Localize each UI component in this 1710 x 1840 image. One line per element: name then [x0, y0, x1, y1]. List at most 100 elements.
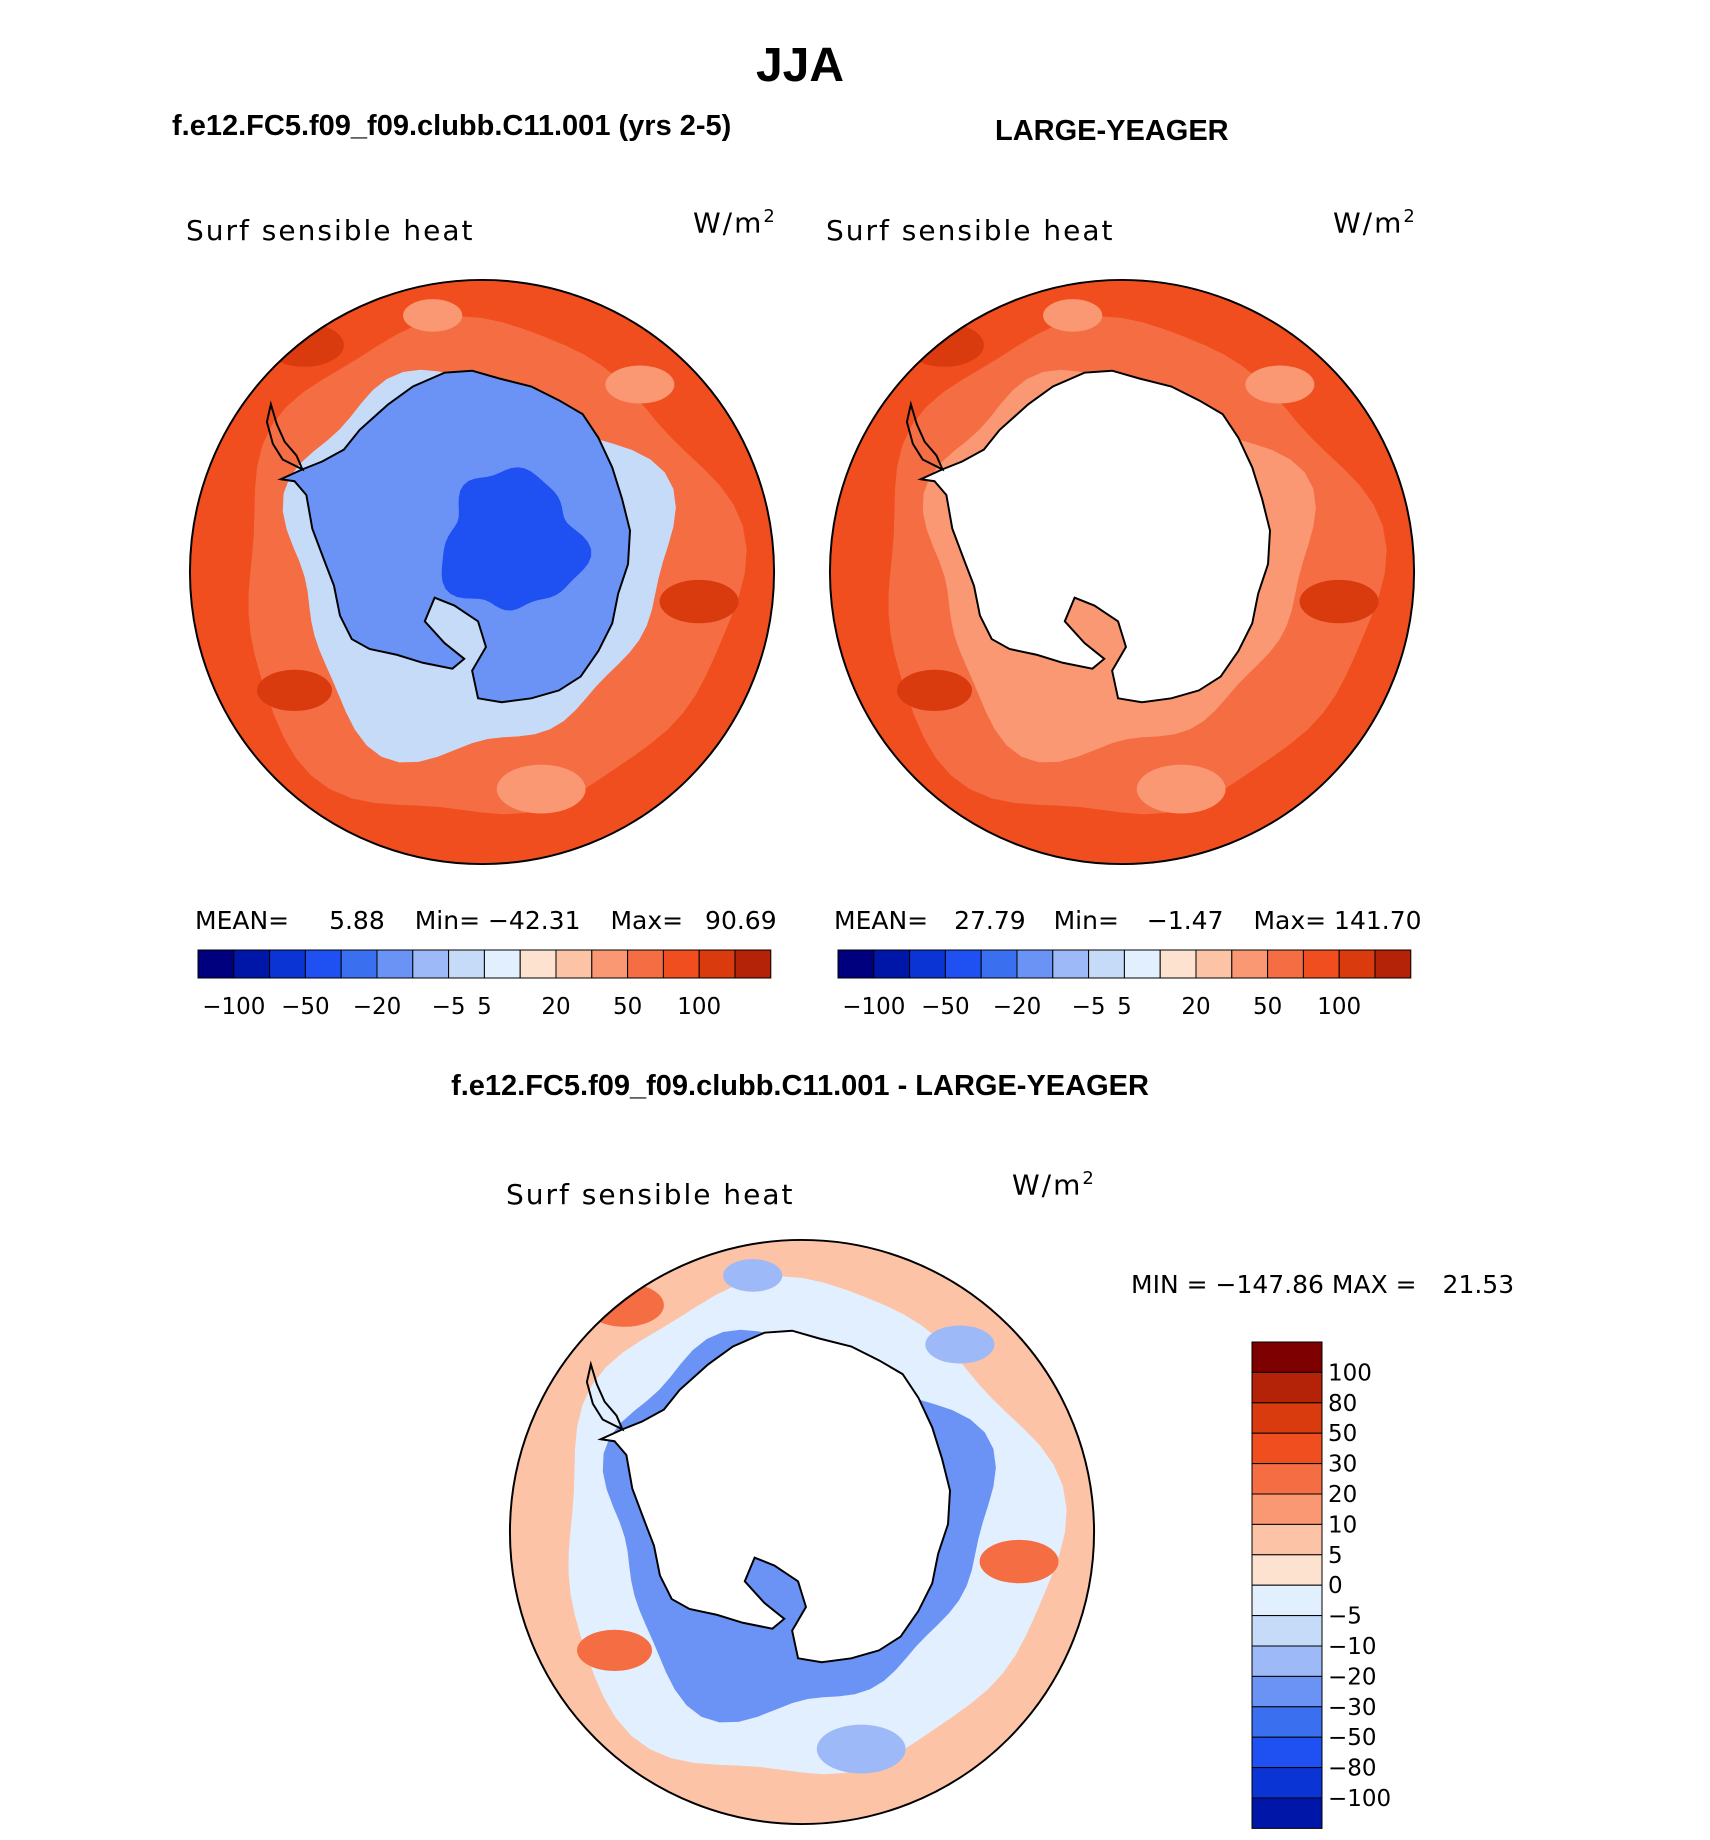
diff-units-base: W/m — [1012, 1168, 1083, 1202]
left-colorbar-tick-label: −5 — [432, 994, 466, 1020]
diff-units-exponent: 2 — [1082, 1168, 1096, 1189]
diff-colorbar-box — [1251, 1554, 1323, 1586]
diff-peninsula-coastline — [585, 1360, 625, 1432]
right-min-value: −1.47 — [1146, 906, 1224, 935]
diff-colorbar-tick-label: −100 — [1328, 1786, 1391, 1812]
left-antarctica-coastline — [277, 369, 631, 704]
left-field-patch — [496, 764, 586, 814]
diff-colorbar-box — [1251, 1584, 1323, 1617]
left-colorbar-box — [483, 949, 521, 979]
right-field-patch — [897, 669, 973, 712]
left-colorbar-tick-label: 50 — [613, 994, 642, 1020]
left-mean-value: 5.88 — [329, 906, 385, 935]
diff-field-patch — [979, 1539, 1059, 1584]
right-max-label: Max= — [1253, 906, 1327, 935]
right-colorbar-tick-label: 20 — [1181, 994, 1210, 1020]
right-colorbar-box — [1016, 949, 1054, 979]
left-field-patch — [605, 365, 675, 404]
right-colorbar-tick-label: 5 — [1117, 994, 1132, 1020]
diff-min-label: MIN = — [1131, 1270, 1208, 1299]
right-colorbar-box — [1123, 949, 1161, 979]
diff-colorbar-tick-label: −20 — [1328, 1664, 1377, 1690]
left-colorbar-box — [627, 949, 664, 979]
left-colorbar-box — [734, 949, 772, 979]
diff-colorbar-tick-label: 80 — [1328, 1391, 1357, 1417]
left-colorbar: −100 −50 −20 −5 5 20 50 100 — [197, 949, 772, 1020]
right-colorbar-box — [909, 949, 946, 979]
diff-colorbar-box — [1251, 1797, 1323, 1829]
left-colorbar-tick-label: 5 — [477, 994, 492, 1020]
diff-missing-continent — [600, 1330, 950, 1663]
left-units-exponent: 2 — [763, 206, 777, 227]
left-colorbar-tick-label: 20 — [541, 994, 570, 1020]
right-variable-label: Surf sensible heat — [826, 214, 1115, 247]
left-colorbar-box — [591, 949, 629, 979]
left-colorbar-box — [197, 949, 235, 979]
left-colorbar-box — [698, 949, 736, 979]
right-field-patch — [1043, 299, 1103, 332]
left-colorbar-box — [519, 949, 557, 979]
right-map-rim — [828, 278, 1416, 866]
left-colorbar-tick-label: 100 — [677, 994, 721, 1020]
left-field-patch — [264, 323, 344, 367]
right-peninsula-coastline — [905, 400, 945, 472]
left-field-patch — [257, 669, 333, 712]
right-mean-label: MEAN= — [834, 906, 929, 935]
diff-max-label: MAX = — [1331, 1270, 1417, 1299]
right-field-patch — [904, 323, 984, 367]
diff-map-rim — [508, 1238, 1096, 1826]
left-colorbar-box — [662, 949, 700, 979]
diff-max-value: 21.53 — [1442, 1270, 1515, 1299]
left-max-value: 90.69 — [705, 906, 777, 935]
right-colorbar-tick-label: −100 — [842, 994, 905, 1020]
diff-colorbar-tick-label: −30 — [1328, 1695, 1377, 1721]
season-title: JJA — [755, 39, 845, 92]
difference-title: f.e12.FC5.f09_f09.clubb.C11.001 - LARGE-… — [451, 1070, 1149, 1102]
left-field-interior — [441, 467, 592, 611]
diff-colorbar-box — [1251, 1463, 1323, 1495]
right-mean-value: 27.79 — [954, 906, 1026, 935]
diff-colorbar-tick-label: 20 — [1328, 1482, 1357, 1508]
diff-colorbar-tick-label: −10 — [1328, 1634, 1377, 1660]
diff-colorbar-box — [1251, 1371, 1323, 1404]
left-polar-map — [188, 278, 776, 866]
left-variable-label: Surf sensible heat — [186, 214, 475, 247]
right-field-patch — [1299, 579, 1379, 624]
left-colorbar-box — [340, 949, 378, 979]
right-colorbar-box — [1374, 949, 1412, 979]
left-peninsula-coastline — [265, 400, 305, 472]
left-min-value: −42.31 — [487, 906, 581, 935]
right-colorbar-box — [1159, 949, 1197, 979]
right-missing-continent — [920, 370, 1270, 703]
right-colorbar-box — [1267, 949, 1304, 979]
left-colorbar-box — [376, 949, 414, 979]
left-units: W/m2 — [693, 206, 777, 239]
diff-field-patch — [577, 1629, 653, 1672]
diff-colorbar-tick-label: −5 — [1328, 1604, 1362, 1630]
right-colorbar-tick-label: −20 — [993, 994, 1042, 1020]
right-colorbar-box — [837, 949, 875, 979]
right-colorbar-box — [1052, 949, 1090, 979]
right-stats: MEAN= 27.79 Min= −1.47 Max= 141.70 — [834, 906, 1422, 935]
diff-field-patch — [723, 1259, 783, 1292]
diff-colorbar-tick-label: 5 — [1328, 1543, 1343, 1569]
right-colorbar-tick-label: 100 — [1317, 994, 1361, 1020]
left-colorbar-box — [412, 949, 450, 979]
left-colorbar-box — [269, 949, 306, 979]
diff-colorbar-box — [1251, 1402, 1323, 1434]
diff-variable-label: Surf sensible heat — [506, 1178, 795, 1211]
left-colorbar-box — [233, 949, 271, 979]
right-colorbar-tick-label: −5 — [1072, 994, 1106, 1020]
diff-colorbar-box — [1251, 1341, 1323, 1373]
right-field-patch — [1136, 764, 1226, 814]
right-colorbar-box — [944, 949, 982, 979]
left-min-label: Min= — [414, 906, 481, 935]
diff-colorbar-tick-label: 50 — [1328, 1421, 1357, 1447]
right-colorbar-box — [980, 949, 1018, 979]
diff-colorbar-tick-label: 10 — [1328, 1512, 1357, 1538]
diff-colorbar-tick-label: 0 — [1328, 1573, 1343, 1599]
right-polar-map — [828, 278, 1416, 866]
left-units-base: W/m — [693, 206, 764, 240]
right-colorbar-tick-label: −50 — [921, 994, 970, 1020]
